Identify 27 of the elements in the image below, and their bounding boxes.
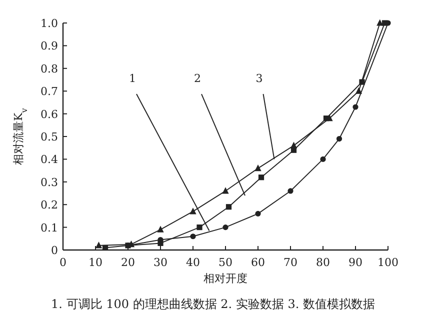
y-tick-label: 0.2 <box>40 198 58 212</box>
x-tick-label: 80 <box>316 256 330 269</box>
y-tick-label: 0.1 <box>40 221 58 234</box>
x-axis-title: 相对开度 <box>204 272 248 285</box>
x-tick-label: 20 <box>121 256 135 269</box>
y-tick-label: 0.8 <box>40 62 58 76</box>
annotation: 3 <box>256 72 263 86</box>
x-tick-label: 90 <box>348 256 362 269</box>
x-tick-label: 100 <box>378 256 398 269</box>
y-tick-label: 0.9 <box>40 40 58 53</box>
y-tick-label: 0.4 <box>40 153 58 166</box>
y-tick-label: 0.7 <box>40 85 58 98</box>
x-tick-label: 40 <box>186 256 200 269</box>
y-tick-label: 0.3 <box>40 176 58 189</box>
y-tick-label: 0 <box>51 244 58 257</box>
x-tick-label: 60 <box>251 256 265 269</box>
x-tick-label: 0 <box>60 256 66 269</box>
x-tick-label: 30 <box>154 256 168 269</box>
annotation: 2 <box>194 72 201 86</box>
x-tick-label: 70 <box>284 256 298 269</box>
text: 1. 可调比 100 的理想曲线数据 2. 实验数据 3. 数值模拟数据 <box>51 297 375 311</box>
x-tick-label: 10 <box>88 256 102 269</box>
y-tick-label: 1.0 <box>40 17 58 30</box>
x-tick-label: 50 <box>218 256 232 269</box>
y-tick-label: 0.5 <box>40 130 58 144</box>
annotation: 1 <box>129 72 136 86</box>
y-tick-label: 0.6 <box>40 108 58 121</box>
